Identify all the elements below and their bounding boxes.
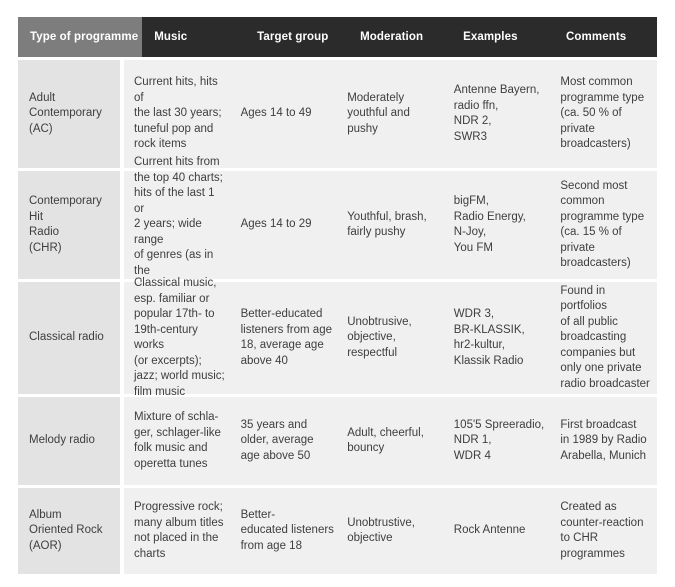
- cell-text: Unobtrusive, objective, respectful: [347, 315, 412, 359]
- table-row: Melody radio Mixture of schla- ger, schl…: [18, 397, 657, 485]
- header-cell-target-group: Target group: [245, 17, 349, 57]
- cell-text: Current hits, hits of the last 30 years;…: [134, 76, 222, 151]
- cell-text: Most common programme type (ca. 50 % of …: [560, 76, 645, 151]
- cell-comments: Created as counter-reaction to CHR progr…: [550, 488, 657, 574]
- header-cell-type-of-programme: Type of programme: [18, 17, 143, 57]
- header-cell-examples: Examples: [451, 17, 555, 57]
- cell-comments: Second most common programme type (ca. 1…: [550, 171, 657, 279]
- table-row: Adult Contemporary (AC) Current hits, hi…: [18, 60, 657, 168]
- row-band: Current hits from the top 40 charts; hit…: [124, 156, 657, 292]
- row-title: Melody radio: [29, 434, 95, 447]
- cell-type-of-programme: Album Oriented Rock (AOR): [18, 488, 120, 574]
- row-band: Progressive rock; many album titles not …: [124, 488, 657, 574]
- cell-comments: First broadcast in 1989 by Radio Arabell…: [550, 397, 657, 485]
- cell-text: Unobtrustive, objective: [347, 516, 415, 545]
- cell-text: Created as counter-reaction to CHR progr…: [560, 501, 644, 560]
- row-title: Adult Contemporary (AC): [29, 91, 102, 135]
- cell-type-of-programme: Melody radio: [18, 397, 120, 485]
- cell-text: Adult, cheerful, bouncy: [347, 426, 424, 455]
- cell-text: Better- educated listeners from age 18: [240, 508, 334, 552]
- cell-text: 105'5 Spreeradio, NDR 1, WDR 4: [453, 418, 545, 462]
- cell-text: Better-educated listeners from age 18, a…: [240, 308, 332, 367]
- cell-moderation: Moderately youthful and pushy: [337, 60, 444, 168]
- cell-text: Classical music, esp. familiar or popula…: [134, 277, 225, 398]
- cell-moderation: Adult, cheerful, bouncy: [337, 397, 444, 485]
- cell-type-of-programme: Classical radio: [18, 282, 120, 394]
- cell-music: Classical music, esp. familiar or popula…: [124, 277, 231, 398]
- cell-text: First broadcast in 1989 by Radio Arabell…: [560, 418, 647, 462]
- cell-music: Progressive rock; many album titles not …: [124, 488, 231, 574]
- cell-comments: Most common programme type (ca. 50 % of …: [550, 60, 657, 168]
- table-row: Contemporary Hit Radio (CHR) Current hit…: [18, 156, 657, 292]
- cell-examples: Antenne Bayern, radio ffn, NDR 2, SWR3: [444, 60, 551, 168]
- table-row: Album Oriented Rock (AOR) Progressive ro…: [18, 488, 657, 574]
- cell-text: Antenne Bayern, radio ffn, NDR 2, SWR3: [453, 84, 540, 143]
- cell-text: Rock Antenne: [453, 524, 526, 537]
- cell-target-group: Better- educated listeners from age 18: [231, 488, 338, 574]
- cell-comments: Found in portfolios of all public broadc…: [550, 282, 657, 394]
- cell-text: Mixture of schla- ger, schlager-like fol…: [134, 411, 221, 470]
- cell-music: Current hits from the top 40 charts; hit…: [124, 156, 231, 292]
- cell-examples: 105'5 Spreeradio, NDR 1, WDR 4: [444, 397, 551, 485]
- cell-type-of-programme: Contemporary Hit Radio (CHR): [18, 171, 120, 279]
- cell-moderation: Unobtrustive, objective: [337, 488, 444, 574]
- cell-moderation: Unobtrusive, objective, respectful: [337, 282, 444, 394]
- row-band: Mixture of schla- ger, schlager-like fol…: [124, 397, 657, 485]
- cell-moderation: Youthful, brash, fairly pushy: [337, 171, 444, 279]
- cell-music: Current hits, hits of the last 30 years;…: [124, 60, 231, 168]
- programme-table: Type of programme Music Target group Mod…: [18, 17, 657, 574]
- cell-text: Found in portfolios of all public broadc…: [560, 284, 650, 390]
- cell-text: Ages 14 to 29: [240, 218, 312, 231]
- header-cell-music: Music: [142, 17, 246, 57]
- row-title: Classical radio: [29, 331, 104, 344]
- cell-target-group: Ages 14 to 49: [231, 60, 338, 168]
- header-cell-moderation: Moderation: [348, 17, 452, 57]
- cell-text: Moderately youthful and pushy: [347, 91, 410, 135]
- cell-text: Second most common programme type (ca. 1…: [560, 179, 645, 270]
- table-row: Classical radio Classical music, esp. fa…: [18, 277, 657, 398]
- row-title: Contemporary Hit Radio (CHR): [29, 195, 102, 254]
- cell-text: Ages 14 to 49: [240, 107, 312, 120]
- cell-examples: WDR 3, BR-KLASSIK, hr2-kultur, Klassik R…: [444, 282, 551, 394]
- cell-target-group: Better-educated listeners from age 18, a…: [231, 282, 338, 394]
- cell-text: WDR 3, BR-KLASSIK, hr2-kultur, Klassik R…: [453, 308, 525, 367]
- cell-target-group: 35 years and older, average age above 50: [231, 397, 338, 485]
- cell-type-of-programme: Adult Contemporary (AC): [18, 60, 120, 168]
- cell-examples: Rock Antenne: [444, 488, 551, 574]
- table-header-row: Type of programme Music Target group Mod…: [18, 17, 657, 57]
- row-band: Classical music, esp. familiar or popula…: [124, 277, 657, 398]
- header-cell-comments: Comments: [554, 17, 657, 57]
- cell-target-group: Ages 14 to 29: [231, 171, 338, 279]
- cell-text: Youthful, brash, fairly pushy: [347, 210, 427, 239]
- row-band: Current hits, hits of the last 30 years;…: [124, 60, 657, 168]
- cell-text: Current hits from the top 40 charts; hit…: [134, 156, 223, 292]
- cell-text: Progressive rock; many album titles not …: [134, 501, 224, 560]
- cell-music: Mixture of schla- ger, schlager-like fol…: [124, 397, 231, 485]
- cell-text: bigFM, Radio Energy, N-Joy, You FM: [453, 195, 526, 254]
- row-title: Album Oriented Rock (AOR): [29, 508, 103, 552]
- cell-text: 35 years and older, average age above 50: [240, 418, 314, 462]
- cell-examples: bigFM, Radio Energy, N-Joy, You FM: [444, 171, 551, 279]
